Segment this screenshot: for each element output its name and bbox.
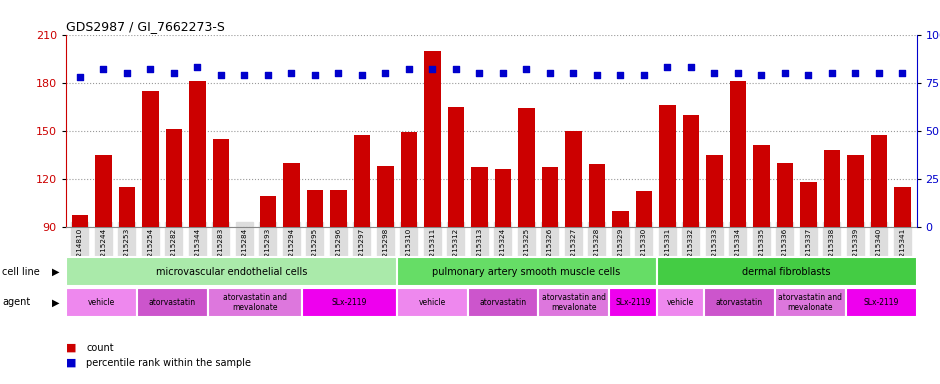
Bar — [776, 162, 793, 371]
Bar — [729, 81, 746, 371]
Bar — [565, 131, 582, 371]
Point — [730, 70, 745, 76]
Bar — [823, 150, 840, 371]
Bar — [400, 132, 417, 371]
Text: atorvastatin and
mevalonate: atorvastatin and mevalonate — [778, 293, 842, 312]
Bar — [753, 145, 770, 371]
Point — [871, 70, 886, 76]
Bar — [71, 215, 88, 371]
Bar — [800, 182, 817, 371]
Point — [354, 72, 369, 78]
Bar — [424, 51, 441, 371]
Point — [848, 70, 863, 76]
Point — [307, 72, 322, 78]
Point — [660, 64, 675, 70]
Text: cell line: cell line — [2, 266, 39, 277]
Text: atorvastatin and
mevalonate: atorvastatin and mevalonate — [223, 293, 287, 312]
Text: vehicle: vehicle — [666, 298, 694, 307]
Text: atorvastatin: atorvastatin — [479, 298, 526, 307]
Text: ▶: ▶ — [52, 266, 59, 277]
Bar — [259, 196, 276, 371]
Text: pulmonary artery smooth muscle cells: pulmonary artery smooth muscle cells — [432, 266, 620, 277]
Text: atorvastatin: atorvastatin — [149, 298, 196, 307]
Bar — [706, 155, 723, 371]
Point — [284, 70, 299, 76]
Text: SLx-2119: SLx-2119 — [863, 298, 899, 307]
Bar — [588, 164, 605, 371]
Point — [448, 66, 463, 72]
Bar — [283, 162, 300, 371]
Point — [260, 72, 275, 78]
Bar — [353, 136, 370, 371]
Text: ■: ■ — [66, 343, 76, 353]
Point — [683, 64, 698, 70]
Text: GDS2987 / GI_7662273-S: GDS2987 / GI_7662273-S — [66, 20, 225, 33]
Point — [824, 70, 839, 76]
Text: agent: agent — [2, 297, 30, 308]
Point — [425, 66, 440, 72]
Bar — [870, 136, 887, 371]
Point — [143, 66, 158, 72]
Point — [613, 72, 628, 78]
Text: microvascular endothelial cells: microvascular endothelial cells — [155, 266, 306, 277]
Point — [895, 70, 910, 76]
Bar — [377, 166, 394, 371]
Point — [495, 70, 510, 76]
Text: SLx-2119: SLx-2119 — [616, 298, 650, 307]
Bar — [142, 91, 159, 371]
Point — [166, 70, 181, 76]
Bar — [95, 155, 112, 371]
Text: atorvastatin and
mevalonate: atorvastatin and mevalonate — [541, 293, 606, 312]
Text: vehicle: vehicle — [418, 298, 446, 307]
Bar — [189, 81, 206, 371]
Text: atorvastatin: atorvastatin — [715, 298, 763, 307]
Point — [636, 72, 651, 78]
Text: ▶: ▶ — [52, 297, 59, 308]
Bar — [612, 210, 629, 371]
Text: SLx-2119: SLx-2119 — [332, 298, 367, 307]
Point — [213, 72, 228, 78]
Point — [96, 66, 111, 72]
Bar — [635, 191, 652, 371]
Point — [190, 64, 205, 70]
Point — [378, 70, 393, 76]
Text: dermal fibroblasts: dermal fibroblasts — [743, 266, 831, 277]
Point — [331, 70, 346, 76]
Bar — [236, 231, 253, 371]
Bar — [682, 114, 699, 371]
Bar — [306, 190, 323, 371]
Bar — [330, 190, 347, 371]
Bar — [494, 169, 511, 371]
Bar — [541, 167, 558, 371]
Bar — [659, 105, 676, 371]
Point — [119, 70, 134, 76]
Point — [519, 66, 534, 72]
Bar — [518, 108, 535, 371]
Point — [801, 72, 816, 78]
Bar — [165, 129, 182, 371]
Point — [777, 70, 792, 76]
Text: percentile rank within the sample: percentile rank within the sample — [86, 358, 252, 368]
Bar — [447, 107, 464, 371]
Bar — [118, 187, 135, 371]
Point — [566, 70, 581, 76]
Bar — [894, 187, 911, 371]
Point — [754, 72, 769, 78]
Text: vehicle: vehicle — [87, 298, 115, 307]
Bar — [212, 139, 229, 371]
Point — [401, 66, 416, 72]
Point — [472, 70, 487, 76]
Point — [542, 70, 557, 76]
Bar — [471, 167, 488, 371]
Point — [707, 70, 722, 76]
Text: ■: ■ — [66, 358, 76, 368]
Text: count: count — [86, 343, 114, 353]
Point — [72, 74, 87, 80]
Bar — [847, 155, 864, 371]
Point — [237, 72, 252, 78]
Point — [589, 72, 604, 78]
